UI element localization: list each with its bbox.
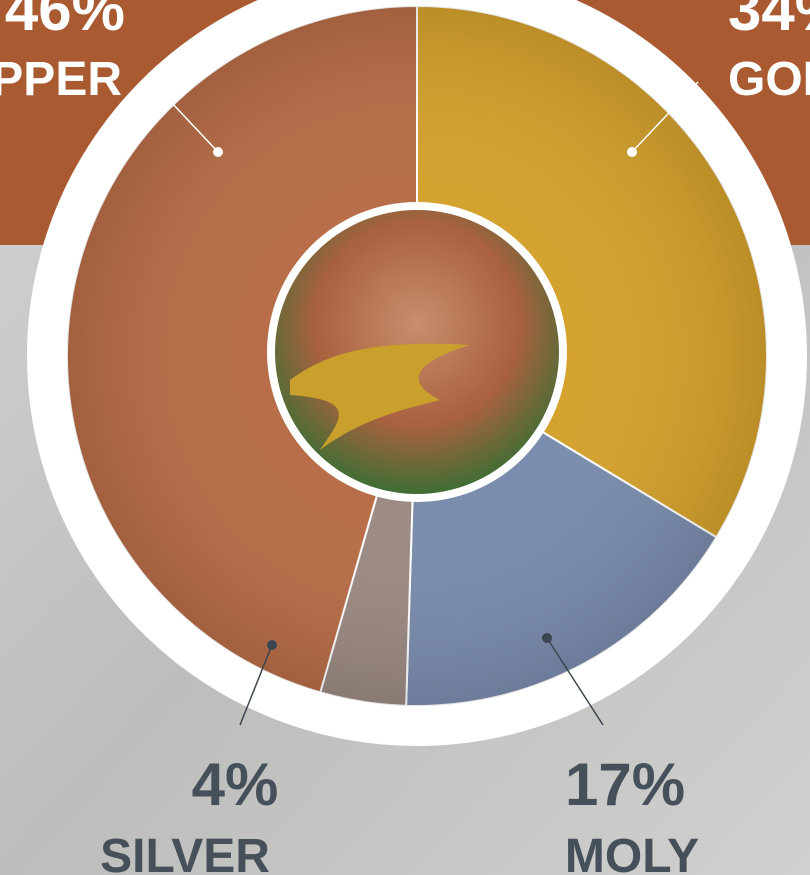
value-label: 34% (728, 0, 810, 43)
value-label: 46% (5, 0, 125, 43)
category-label: COPPER (0, 53, 122, 106)
category-label: GOLD (728, 53, 810, 106)
leader-dot (213, 147, 223, 157)
value-label: 4% (192, 751, 279, 818)
value-label: 17% (565, 751, 685, 818)
chart: 34% GOLD 17% MOLY 4% SILVER 46% COPPER (0, 0, 810, 875)
leader-dot (627, 147, 637, 157)
page: {"chart_data": {"type": "pie", "categori… (0, 0, 810, 875)
category-label: MOLY (565, 830, 699, 875)
leader-dot (267, 640, 277, 650)
leader-dot (542, 633, 552, 643)
category-label: SILVER (100, 830, 270, 875)
